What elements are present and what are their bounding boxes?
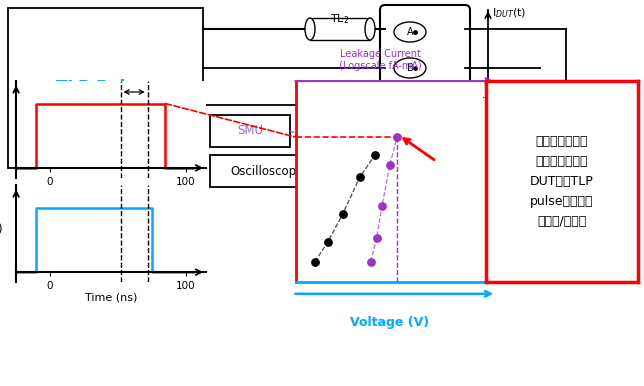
Point [392, 134, 402, 141]
Text: Measurement Window:
70 ns ~ 90 ns: Measurement Window: 70 ns ~ 90 ns [52, 200, 178, 222]
X-axis label: Time (ns): Time (ns) [85, 188, 137, 198]
Point [323, 239, 333, 245]
Point [337, 210, 348, 217]
Text: V$_{DUT}$(t): V$_{DUT}$(t) [459, 93, 498, 107]
Text: I$_{DUT}$(t): I$_{DUT}$(t) [492, 6, 526, 20]
Point [377, 202, 387, 208]
Text: SMU: SMU [237, 125, 263, 137]
Text: TLP Pulser: TLP Pulser [55, 79, 155, 97]
Point [370, 152, 380, 158]
Bar [8, 8, 203, 168]
Text: Oscilloscope: Oscilloscope [231, 164, 304, 178]
Text: Voltage (V): Voltage (V) [350, 316, 429, 329]
Text: A: A [407, 27, 413, 37]
Ellipse shape [394, 22, 426, 42]
Ellipse shape [394, 95, 426, 115]
Point [366, 259, 376, 265]
FancyBboxPatch shape [380, 5, 470, 200]
Ellipse shape [394, 58, 426, 78]
Ellipse shape [365, 18, 375, 40]
Bar [310, 18, 370, 40]
Text: 漏电流曲线出现
明显偏折，说明
DUT在该TLP
pulse作用下发
生损伤/损坏。: 漏电流曲线出现 明显偏折，说明 DUT在该TLP pulse作用下发 生损伤/损… [530, 135, 594, 228]
Point [355, 174, 365, 181]
Text: Leakage Current
(Logscale fA-mA): Leakage Current (Logscale fA-mA) [339, 49, 422, 71]
Text: B: B [406, 135, 413, 145]
Text: DUT: DUT [551, 103, 580, 117]
Point [384, 162, 395, 168]
Point [372, 235, 382, 241]
X-axis label: Time (ns): Time (ns) [85, 293, 137, 303]
Bar [210, 115, 290, 147]
Bar [540, 90, 592, 130]
Text: TL$_2$: TL$_2$ [330, 12, 350, 26]
Text: Switch
Module: Switch Module [404, 164, 445, 186]
Point [310, 259, 320, 265]
Bar [210, 155, 325, 187]
Text: B: B [406, 63, 413, 73]
Text: A: A [407, 100, 413, 110]
Ellipse shape [394, 130, 426, 150]
Ellipse shape [305, 18, 315, 40]
Y-axis label: V$_{DUT}$(t): V$_{DUT}$(t) [0, 222, 2, 238]
